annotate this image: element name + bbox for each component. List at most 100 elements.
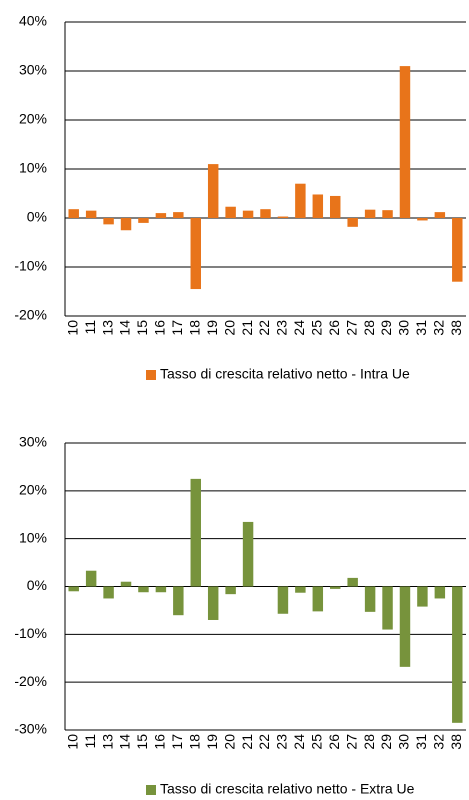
x-tick-label: 14 [117, 320, 133, 336]
x-tick-label: 27 [343, 734, 359, 750]
x-tick-label: 15 [134, 320, 150, 336]
bar [277, 586, 289, 614]
y-tick-label: -30% [14, 721, 47, 737]
bar [155, 586, 167, 593]
bar [434, 586, 446, 599]
bar [364, 586, 376, 612]
bar [207, 164, 219, 218]
x-tick-label: 38 [448, 320, 464, 336]
bar [330, 195, 341, 218]
x-tick-label: 10 [64, 320, 80, 336]
x-tick-label: 13 [99, 320, 115, 336]
bar [312, 194, 324, 218]
x-tick-label: 27 [343, 320, 359, 336]
bar [330, 586, 341, 589]
bar [242, 210, 254, 218]
bar [225, 206, 236, 218]
bar [452, 586, 463, 723]
x-tick-label: 18 [186, 320, 202, 336]
y-tick-label: -20% [14, 307, 47, 323]
x-tick-label: 26 [326, 320, 342, 336]
x-tick-label: 32 [431, 320, 447, 336]
y-tick-label: -20% [14, 673, 47, 689]
x-tick-label: 11 [82, 320, 98, 335]
x-tick-label: 17 [169, 320, 185, 336]
x-tick-label: 29 [378, 734, 394, 750]
x-tick-label: 10 [64, 734, 80, 750]
y-tick-label: -10% [14, 625, 47, 641]
x-tick-label: 30 [396, 734, 412, 750]
bar [68, 586, 79, 592]
bar [347, 577, 358, 587]
x-tick-label: 23 [274, 320, 290, 336]
bar [173, 212, 184, 218]
bar [190, 478, 201, 587]
bar [417, 218, 428, 221]
x-tick-label: 13 [99, 734, 115, 750]
x-tick-label: 19 [204, 734, 220, 750]
x-tick-label: 32 [431, 734, 447, 750]
x-tick-label: 17 [169, 734, 185, 750]
bar [120, 218, 132, 231]
x-tick-label: 21 [239, 320, 255, 336]
y-tick-label: 40% [19, 13, 47, 29]
x-tick-label: 31 [413, 734, 429, 750]
bar [155, 213, 167, 218]
bar [103, 218, 114, 225]
x-tick-label: 28 [361, 320, 377, 336]
x-tick-label: 16 [152, 734, 168, 750]
bar [295, 586, 306, 593]
bar [434, 212, 446, 218]
legend-swatch [146, 370, 156, 380]
bar [138, 218, 149, 223]
bar [312, 586, 324, 612]
y-tick-label: 20% [19, 111, 47, 127]
bar [207, 586, 219, 620]
x-tick-label: 23 [274, 734, 290, 750]
x-tick-label: 15 [134, 734, 150, 750]
legend-label: Tasso di crescita relativo netto - Extra… [160, 781, 415, 797]
x-tick-label: 38 [448, 734, 464, 750]
y-tick-label: 20% [19, 482, 47, 498]
x-tick-label: 22 [256, 320, 272, 336]
x-tick-label: 19 [204, 320, 220, 336]
x-tick-label: 21 [239, 734, 255, 750]
x-tick-label: 26 [326, 734, 342, 750]
bar [190, 218, 201, 290]
x-tick-label: 18 [186, 734, 202, 750]
x-tick-label: 20 [221, 734, 237, 750]
bar [260, 209, 271, 218]
bar [295, 183, 306, 218]
y-tick-label: 0% [27, 577, 47, 593]
bar [452, 218, 463, 282]
x-tick-label: 29 [378, 320, 394, 336]
bar [417, 586, 428, 607]
bar [225, 586, 236, 595]
bar [103, 586, 114, 599]
bar [382, 586, 393, 630]
legend-label: Tasso di crescita relativo netto - Intra… [160, 366, 410, 382]
bar [68, 209, 79, 218]
x-tick-label: 31 [413, 320, 429, 336]
x-tick-label: 24 [291, 320, 307, 336]
bar [242, 521, 254, 587]
x-tick-label: 24 [291, 734, 307, 750]
x-tick-label: 16 [152, 320, 168, 336]
legend-swatch [146, 785, 156, 795]
x-tick-label: 22 [256, 734, 272, 750]
bar [277, 216, 289, 218]
x-tick-label: 25 [309, 734, 325, 750]
x-tick-label: 20 [221, 320, 237, 336]
y-tick-label: 30% [19, 62, 47, 78]
x-tick-label: 28 [361, 734, 377, 750]
y-tick-label: 0% [27, 209, 47, 225]
x-tick-label: 25 [309, 320, 325, 336]
y-tick-label: 30% [19, 434, 47, 450]
y-tick-label: 10% [19, 529, 47, 545]
bar [173, 586, 184, 616]
bar [85, 570, 97, 587]
bar [347, 218, 358, 227]
bar [120, 581, 132, 587]
bar [364, 209, 376, 218]
